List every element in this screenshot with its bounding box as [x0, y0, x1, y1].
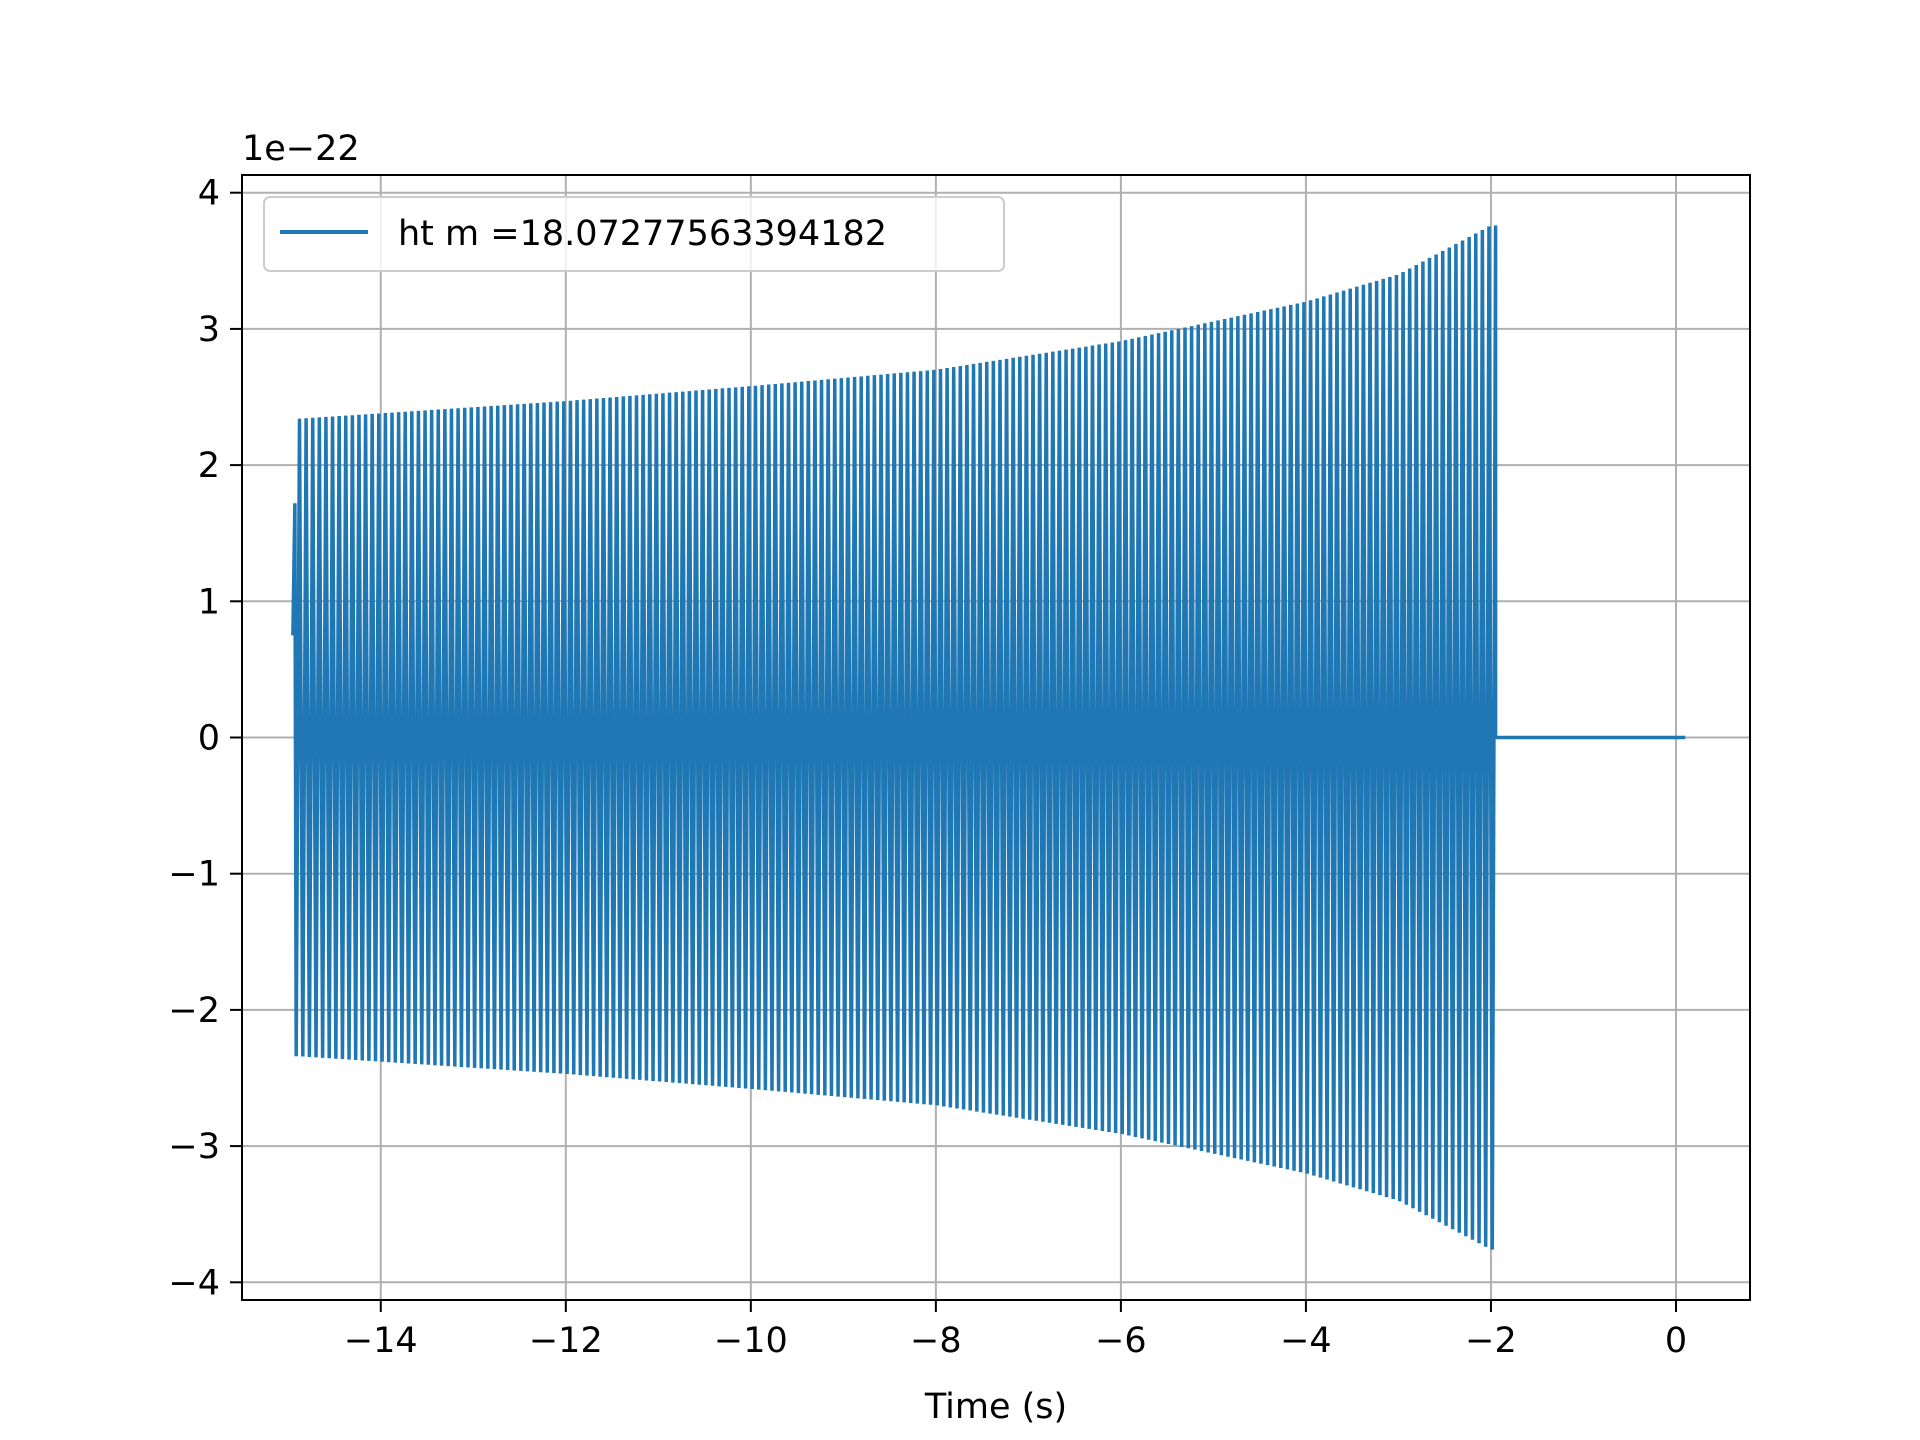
y-tick-label: −3: [168, 1127, 220, 1167]
legend: ht m =18.07277563394182: [263, 196, 1005, 272]
x-tick-label: −12: [529, 1321, 603, 1361]
y-offset-label: 1e−22: [242, 129, 360, 169]
series-layer: [291, 225, 1686, 1250]
legend-box: [263, 196, 1005, 272]
x-tick-label: −6: [1095, 1321, 1147, 1361]
x-tick-label: −2: [1465, 1321, 1517, 1361]
series-line-ht: [291, 225, 1686, 1250]
x-tick-label: −14: [344, 1321, 418, 1361]
y-tick-label: −1: [168, 855, 220, 895]
legend-label: ht m =18.07277563394182: [398, 214, 887, 254]
y-tick-label: −4: [168, 1263, 220, 1303]
y-tick-label: 4: [198, 174, 220, 214]
y-tick-label: −2: [168, 991, 220, 1031]
y-tick-label: 1: [198, 582, 220, 622]
y-tick-label: 3: [198, 310, 220, 350]
y-tick-label: 0: [198, 719, 220, 759]
y-tick-label: 2: [198, 446, 220, 486]
x-tick-label: −8: [910, 1321, 962, 1361]
x-tick-label: 0: [1665, 1321, 1687, 1361]
x-axis: −14 −12 −10 −8 −6 −4 −2 0: [344, 1300, 1687, 1361]
y-axis: 4 3 2 1 0 −1 −2 −3 −4: [168, 174, 242, 1303]
x-tick-label: −4: [1280, 1321, 1332, 1361]
x-axis-label: Time (s): [924, 1387, 1067, 1427]
x-tick-label: −10: [714, 1321, 788, 1361]
